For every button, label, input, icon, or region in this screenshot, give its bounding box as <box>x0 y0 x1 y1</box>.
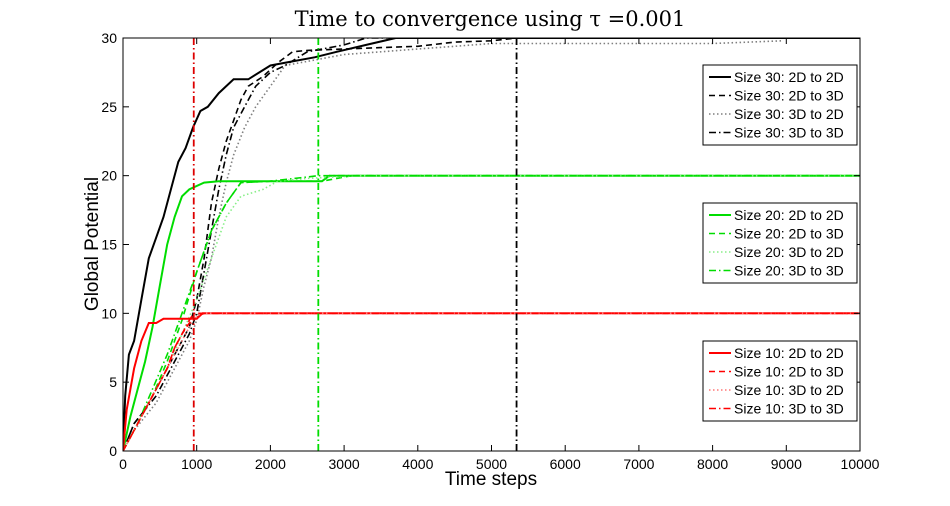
legend-box <box>702 202 858 284</box>
series-line-4 <box>123 38 860 451</box>
x-tick-label: 1000 <box>181 456 212 472</box>
legend-label: Size 10: 3D to 2D <box>734 382 844 398</box>
legend-label: Size 30: 2D to 3D <box>734 88 844 104</box>
legend-label: Size 20: 2D to 3D <box>734 226 844 242</box>
series-line-2 <box>123 38 860 451</box>
series-line-8 <box>123 174 860 451</box>
x-tick-label: 10000 <box>841 456 880 472</box>
x-tick-label: 4000 <box>402 456 433 472</box>
legend-box <box>702 340 858 422</box>
y-tick-label: 30 <box>101 30 117 46</box>
legend-label: Size 20: 3D to 3D <box>734 263 844 279</box>
x-tick-label: 8000 <box>697 456 728 472</box>
series-line-3 <box>123 40 783 451</box>
x-tick-label: 2000 <box>255 456 286 472</box>
y-axis-label: Global Potential <box>82 177 103 311</box>
legend-label: Size 20: 3D to 2D <box>734 244 844 260</box>
chart-title: Time to convergence using τ =0.001 <box>295 7 686 31</box>
legend-label: Size 30: 2D to 2D <box>734 69 844 85</box>
y-axis: 0 5 10 15 20 25 30 <box>101 30 860 459</box>
legend-lower-right: Size 10: 2D to 2D Size 10: 2D to 3D Size 1… <box>702 340 858 422</box>
x-tick-label: 6000 <box>550 456 581 472</box>
legend-label: Size 10: 2D to 2D <box>734 345 844 361</box>
y-tick-label: 0 <box>109 443 117 459</box>
legend-label: Size 10: 2D to 3D <box>734 364 844 380</box>
y-tick-label: 5 <box>109 374 117 390</box>
y-tick-label: 25 <box>101 99 117 115</box>
legend-label: Size 10: 3D to 3D <box>734 401 844 417</box>
y-tick-label: 15 <box>101 237 117 253</box>
x-tick-label: 9000 <box>771 456 802 472</box>
x-tick-label: 0 <box>119 456 127 472</box>
legend-upper-right: Size 30: 2D to 2D Size 30: 2D to 3D Size 3… <box>702 64 858 146</box>
legend-center-right: Size 20: 2D to 2D Size 20: 2D to 3D Size 2… <box>702 202 858 284</box>
x-tick-label: 3000 <box>329 456 360 472</box>
series-line-12 <box>123 312 860 451</box>
legend-label: Size 30: 3D to 3D <box>734 125 844 141</box>
x-axis-label: Time steps <box>445 469 537 490</box>
series-line-5 <box>123 174 860 451</box>
y-tick-label: 20 <box>101 168 117 184</box>
legend-label: Size 20: 2D to 2D <box>734 207 844 223</box>
legend-box <box>702 64 858 146</box>
y-tick-label: 10 <box>101 305 117 321</box>
x-tick-label: 7000 <box>623 456 654 472</box>
legend-label: Size 30: 3D to 2D <box>734 106 844 122</box>
series-line-11 <box>123 312 860 451</box>
legends: Size 30: 2D to 2D Size 30: 2D to 3D Size 3… <box>702 64 858 422</box>
x-axis: 0 1000 2000 3000 4000 5000 6000 7000 8000 9000 100… <box>119 38 880 472</box>
vline-layer <box>192 38 518 451</box>
series-layer <box>123 38 860 451</box>
x-tick-label: 5000 <box>476 456 507 472</box>
